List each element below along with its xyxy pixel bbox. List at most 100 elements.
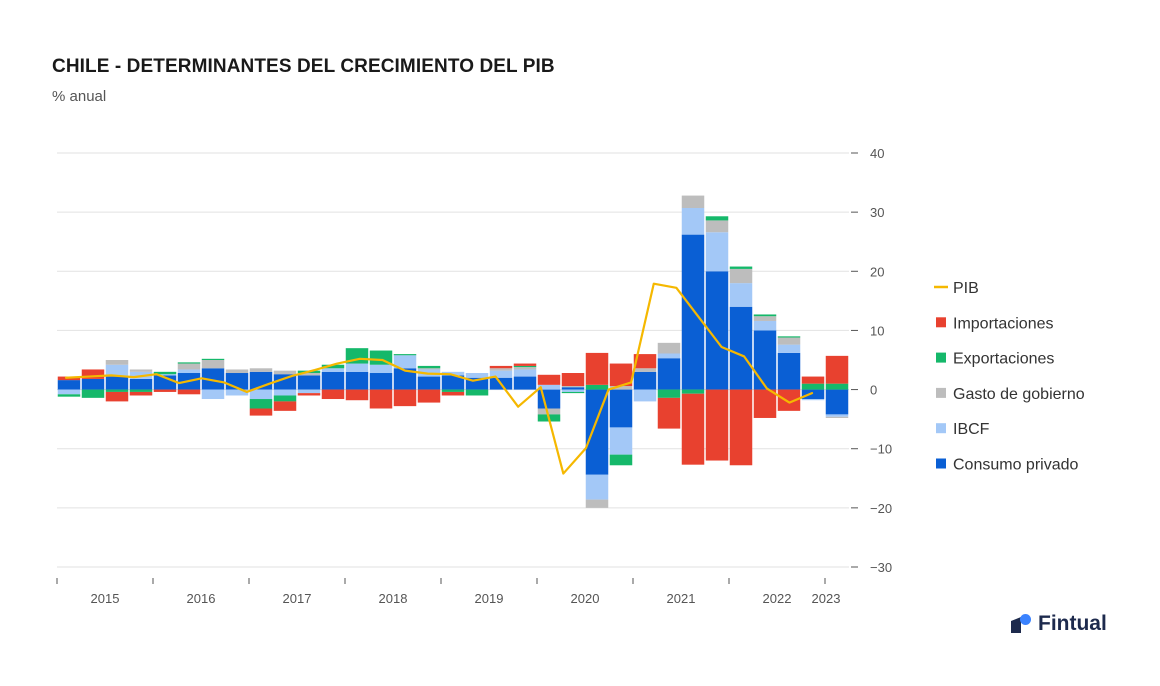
- bar-ibcf-2020Q3: [585, 474, 609, 500]
- bar-exportaciones-2017Q4: [321, 364, 345, 369]
- bar-exportaciones-2017Q2: [273, 395, 297, 402]
- bar-ibcf-2016Q1: [153, 374, 177, 376]
- bar-exportaciones-2021Q4: [705, 216, 729, 221]
- bar-consumo-2016Q3: [201, 368, 225, 390]
- bar-importaciones-2017Q3: [297, 393, 321, 396]
- pib-line-group: [64, 282, 814, 475]
- bar-gasto-2020Q2: [561, 386, 585, 388]
- legend-swatch-ibcf: [936, 423, 946, 434]
- bar-importaciones-2015Q4: [129, 391, 153, 396]
- bar-importaciones-2021Q2: [657, 397, 681, 429]
- bar-gasto-2016Q2: [177, 363, 201, 370]
- bar-ibcf-2015Q1: [57, 389, 81, 395]
- bar-gasto-2016Q4: [225, 369, 249, 374]
- bar-consumo-2022Q4: [801, 389, 825, 400]
- bar-importaciones-2022Q3: [777, 389, 801, 411]
- pib-line: [64, 282, 814, 475]
- bar-ibcf-2018Q1: [345, 363, 369, 372]
- bar-consumo-2021Q1: [633, 371, 657, 390]
- bar-exportaciones-2016Q1: [153, 371, 177, 375]
- bar-exportaciones-2022Q4: [801, 383, 825, 390]
- bar-importaciones-2015Q2: [81, 369, 105, 379]
- x-tick-label: 2021: [667, 591, 696, 606]
- bar-ibcf-2022Q3: [777, 344, 801, 353]
- x-tick-label: 2017: [283, 591, 312, 606]
- bar-consumo-2018Q2: [369, 373, 393, 390]
- bar-consumo-2019Q2: [465, 377, 489, 390]
- bar-ibcf-2021Q4: [705, 232, 729, 272]
- bar-importaciones-2022Q2: [753, 389, 777, 418]
- bar-exportaciones-2021Q3: [681, 389, 705, 394]
- bar-importaciones-2018Q3: [393, 389, 417, 407]
- bar-exportaciones-2020Q4: [609, 454, 633, 466]
- bar-gasto-2021Q2: [657, 342, 681, 354]
- bar-importaciones-2017Q4: [321, 389, 345, 400]
- bar-ibcf-2018Q2: [369, 364, 393, 374]
- bar-ibcf-2017Q4: [321, 368, 345, 372]
- y-tick-label: 10: [870, 323, 884, 338]
- bar-ibcf-2022Q4: [801, 399, 825, 401]
- legend-swatch-consumo: [936, 458, 946, 469]
- bar-exportaciones-2021Q2: [657, 389, 681, 398]
- bar-importaciones-2017Q1: [249, 408, 273, 416]
- legend-label: IBCF: [953, 421, 990, 438]
- y-tick-label: 40: [870, 146, 884, 161]
- bar-consumo-2020Q4: [609, 389, 633, 428]
- chart-title: CHILE - DETERMINANTES DEL CRECIMIENTO DE…: [52, 56, 555, 77]
- bar-gasto-2015Q4: [129, 369, 153, 372]
- bar-gasto-2017Q2: [273, 370, 297, 375]
- bar-exportaciones-2017Q1: [249, 399, 273, 409]
- bar-ibcf-2016Q3: [201, 389, 225, 400]
- x-tick-label: 2023: [812, 591, 841, 606]
- bar-exportaciones-2015Q2: [81, 389, 105, 398]
- bar-gasto-2020Q4: [609, 386, 633, 390]
- bar-ibcf-2017Q3: [297, 389, 321, 394]
- bar-gasto-2015Q3: [105, 360, 129, 365]
- bar-exportaciones-2022Q1: [729, 266, 753, 269]
- bar-consumo-2015Q1: [57, 380, 81, 390]
- bar-exportaciones-2018Q3: [393, 354, 417, 356]
- bar-exportaciones-2019Q2: [465, 389, 489, 396]
- bar-consumo-2022Q1: [729, 306, 753, 390]
- bar-ibcf-2019Q2: [465, 373, 489, 378]
- bar-ibcf-2021Q2: [657, 353, 681, 359]
- bar-importaciones-2021Q3: [681, 393, 705, 465]
- bar-ibcf-2017Q1: [249, 389, 273, 400]
- bar-importaciones-2021Q4: [705, 389, 729, 461]
- bar-ibcf-2021Q3: [681, 208, 705, 235]
- bar-consumo-2017Q4: [321, 371, 345, 390]
- bar-consumo-2018Q3: [393, 368, 417, 390]
- x-tick-label: 2022: [763, 591, 792, 606]
- bar-exportaciones-2015Q4: [129, 389, 153, 392]
- bar-ibcf-2019Q3: [489, 370, 513, 378]
- bar-ibcf-2019Q1: [441, 371, 465, 376]
- x-tick-label: 2016: [187, 591, 216, 606]
- bar-importaciones-2017Q2: [273, 401, 297, 411]
- bar-exportaciones-2018Q4: [417, 365, 441, 369]
- legend: PIB Importaciones Exportaciones Gasto de go…: [934, 280, 1085, 474]
- bar-gasto-2018Q4: [417, 368, 441, 370]
- bar-importaciones-2018Q1: [345, 389, 369, 401]
- bar-exportaciones-2015Q3: [105, 389, 129, 392]
- bar-importaciones-2019Q3: [489, 365, 513, 369]
- bar-ibcf-2020Q1: [537, 384, 561, 390]
- bar-ibcf-2016Q4: [225, 389, 249, 396]
- fintual-logo: Fintual: [1010, 612, 1107, 636]
- bar-importaciones-2016Q1: [153, 389, 177, 392]
- y-tick-label: 0: [870, 383, 877, 398]
- bar-exportaciones-2022Q3: [777, 336, 801, 338]
- bar-gasto-2019Q3: [489, 368, 513, 371]
- bar-consumo-2017Q3: [297, 375, 321, 390]
- y-tick-label: 30: [870, 205, 884, 220]
- bar-exportaciones-2020Q2: [561, 391, 585, 394]
- bar-ibcf-2020Q4: [609, 427, 633, 455]
- bar-ibcf-2020Q2: [561, 389, 585, 392]
- bar-gasto-2022Q2: [753, 316, 777, 321]
- bar-consumo-2023Q1: [825, 389, 849, 415]
- bar-consumo-2022Q2: [753, 330, 777, 390]
- chart-subtitle: % anual: [52, 88, 107, 105]
- bar-gasto-2022Q3: [777, 337, 801, 345]
- bar-ibcf-2021Q1: [633, 389, 657, 402]
- bar-gasto-2023Q1: [825, 416, 849, 418]
- bar-ibcf-2017Q2: [273, 389, 297, 396]
